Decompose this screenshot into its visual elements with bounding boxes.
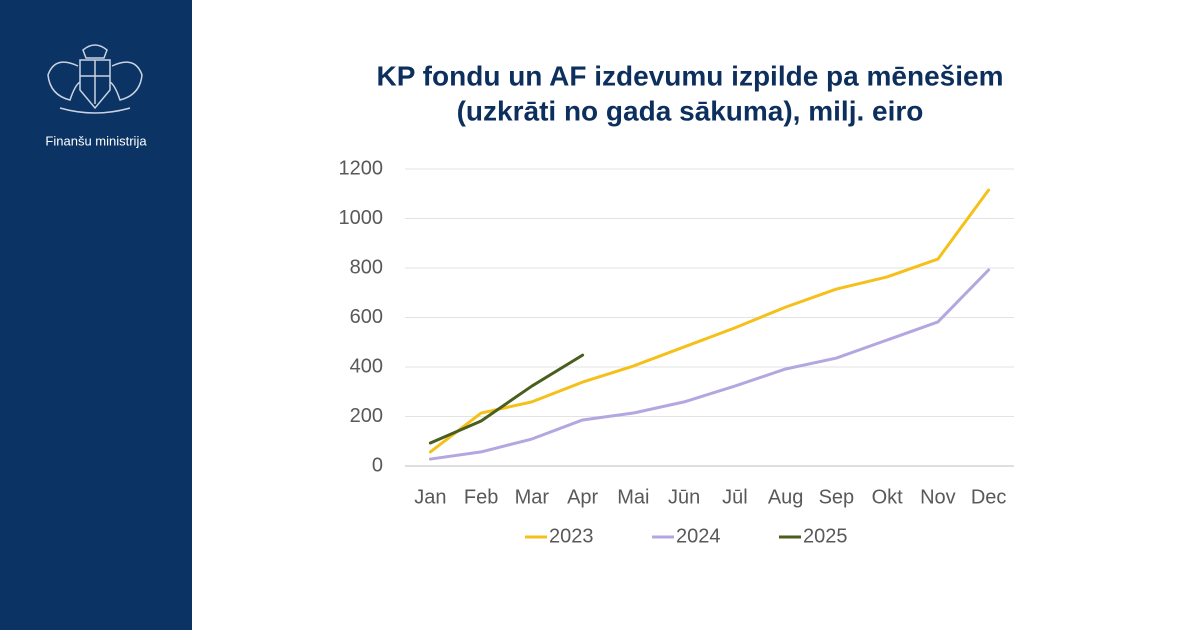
y-tick-label: 800 bbox=[350, 256, 383, 278]
x-tick-label: Aug bbox=[768, 486, 804, 508]
y-tick-label: 400 bbox=[350, 355, 383, 377]
x-tick-label: Apr bbox=[567, 486, 598, 508]
line-series bbox=[428, 268, 991, 461]
x-tick-label: Jūl bbox=[722, 486, 748, 508]
legend-label: 2025 bbox=[803, 525, 848, 547]
x-tick-label: Mar bbox=[515, 486, 550, 508]
org-name: Finanšu ministrija bbox=[45, 133, 147, 148]
x-tick-label: Sep bbox=[819, 486, 855, 508]
x-tick-label: Feb bbox=[464, 486, 498, 508]
chart-subtitle: (uzkrāti no gada sākuma), milj. eiro bbox=[457, 95, 924, 126]
y-tick-label: 600 bbox=[350, 306, 383, 328]
x-tick-label: Jūn bbox=[668, 486, 700, 508]
y-tick-label: 1200 bbox=[339, 157, 384, 179]
emblem bbox=[47, 44, 143, 114]
x-tick-label: Dec bbox=[971, 486, 1007, 508]
line-series bbox=[428, 353, 585, 445]
chart-title: KP fondu un AF izdevumu izpilde pa mēneš… bbox=[377, 60, 1004, 91]
legend-label: 2023 bbox=[549, 525, 594, 547]
x-tick-label: Mai bbox=[617, 486, 649, 508]
y-tick-label: 200 bbox=[350, 405, 383, 427]
line-series bbox=[428, 188, 991, 454]
x-tick-label: Okt bbox=[872, 486, 904, 508]
x-tick-label: Nov bbox=[920, 486, 956, 508]
sidebar bbox=[0, 0, 192, 630]
y-tick-label: 0 bbox=[372, 454, 383, 476]
legend-label: 2024 bbox=[676, 525, 721, 547]
y-tick-label: 1000 bbox=[339, 207, 384, 229]
x-tick-label: Jan bbox=[414, 486, 446, 508]
